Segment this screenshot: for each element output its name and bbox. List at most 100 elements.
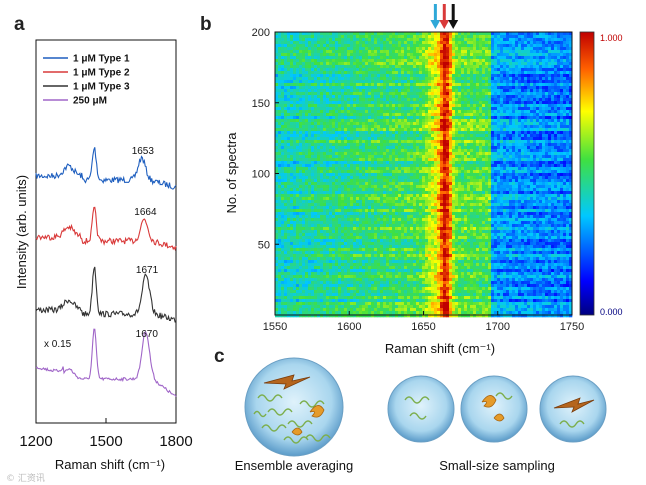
heatmap-cell: [344, 101, 348, 105]
heatmap-cell: [284, 35, 288, 39]
heatmap-cell: [413, 83, 417, 87]
heatmap-cell: [422, 179, 426, 183]
heatmap-cell: [362, 38, 366, 42]
heatmap-cell: [458, 143, 462, 147]
heatmap-cell: [551, 137, 555, 141]
heatmap-cell: [473, 44, 477, 48]
heatmap-cell: [332, 95, 336, 99]
heatmap-cell: [380, 122, 384, 126]
heatmap-cell: [275, 176, 279, 180]
heatmap-cell: [542, 95, 546, 99]
heatmap-cell: [380, 161, 384, 165]
heatmap-cell: [398, 65, 402, 69]
heatmap-cell: [422, 146, 426, 150]
heatmap-cell: [428, 128, 432, 132]
heatmap-cell: [419, 179, 423, 183]
heatmap-cell: [440, 131, 444, 135]
heatmap-cell: [284, 182, 288, 186]
heatmap-cell: [317, 170, 321, 174]
heatmap-cell: [359, 53, 363, 57]
heatmap-cell: [542, 167, 546, 171]
heatmap-cell: [476, 155, 480, 159]
heatmap-cell: [443, 47, 447, 51]
heatmap-cell: [413, 161, 417, 165]
panel-a-x-ticks: 1200 1500 1800: [19, 418, 193, 450]
heatmap-cell: [452, 83, 456, 87]
heatmap-cell: [398, 95, 402, 99]
heatmap-cell: [326, 128, 330, 132]
heatmap-cell: [569, 62, 573, 66]
heatmap-cell: [521, 128, 525, 132]
heatmap-cell: [530, 35, 534, 39]
heatmap-cell: [320, 47, 324, 51]
heatmap-cell: [440, 71, 444, 75]
heatmap-cell: [356, 173, 360, 177]
heatmap-cell: [560, 119, 564, 123]
heatmap-cell: [470, 167, 474, 171]
heatmap-cell: [347, 155, 351, 159]
heatmap-cell: [530, 101, 534, 105]
heatmap-cell: [434, 110, 438, 114]
heatmap-cell: [287, 173, 291, 177]
heatmap-cell: [290, 113, 294, 117]
heatmap-cell: [338, 119, 342, 123]
heatmap-cell: [440, 110, 444, 114]
heatmap-cell: [410, 35, 414, 39]
heatmap-cell: [494, 89, 498, 93]
heatmap-cell: [542, 155, 546, 159]
heatmap-cell: [482, 83, 486, 87]
heatmap-cell: [410, 32, 414, 36]
heatmap-cell: [341, 164, 345, 168]
heatmap-cell: [518, 137, 522, 141]
heatmap-cell: [491, 74, 495, 78]
heatmap-cell: [413, 71, 417, 75]
heatmap-cell: [542, 44, 546, 48]
heatmap-cell: [410, 80, 414, 84]
heatmap-cell: [383, 50, 387, 54]
heatmap-cell: [302, 152, 306, 156]
heatmap-cell: [458, 32, 462, 36]
heatmap-cell: [278, 149, 282, 153]
heatmap-cell: [533, 110, 537, 114]
heatmap-cell: [305, 179, 309, 183]
heatmap-cell: [323, 167, 327, 171]
heatmap-cell: [368, 50, 372, 54]
heatmap-cell: [290, 62, 294, 66]
heatmap-cell: [296, 59, 300, 63]
heatmap-cell: [431, 53, 435, 57]
heatmap-cell: [326, 146, 330, 150]
heatmap-cell: [293, 182, 297, 186]
heatmap-cell: [299, 65, 303, 69]
heatmap-cell: [332, 89, 336, 93]
heatmap-cell: [344, 146, 348, 150]
heatmap-cell: [482, 137, 486, 141]
heatmap-cell: [284, 116, 288, 120]
heatmap-cell: [308, 143, 312, 147]
heatmap-cell: [383, 164, 387, 168]
heatmap-cell: [380, 179, 384, 183]
heatmap-cell: [521, 53, 525, 57]
heatmap-cell: [485, 95, 489, 99]
heatmap-cell: [437, 158, 441, 162]
heatmap-cell: [431, 50, 435, 54]
heatmap-cell: [398, 59, 402, 63]
heatmap-cell: [344, 68, 348, 72]
heatmap-cell: [314, 89, 318, 93]
heatmap-cell: [323, 125, 327, 129]
heatmap-cell: [404, 53, 408, 57]
heatmap-cell: [338, 74, 342, 78]
heatmap-cell: [365, 56, 369, 60]
heatmap-cell: [296, 110, 300, 114]
heatmap-cell: [389, 107, 393, 111]
heatmap-cell: [542, 41, 546, 45]
heatmap-cell: [332, 140, 336, 144]
heatmap-cell: [341, 71, 345, 75]
heatmap-cell: [512, 80, 516, 84]
heatmap-cell: [506, 116, 510, 120]
heatmap-cell: [374, 125, 378, 129]
heatmap-cell: [560, 149, 564, 153]
heatmap-cell: [395, 56, 399, 60]
heatmap-cell: [326, 41, 330, 45]
heatmap-cell: [305, 38, 309, 42]
heatmap-cell: [521, 89, 525, 93]
